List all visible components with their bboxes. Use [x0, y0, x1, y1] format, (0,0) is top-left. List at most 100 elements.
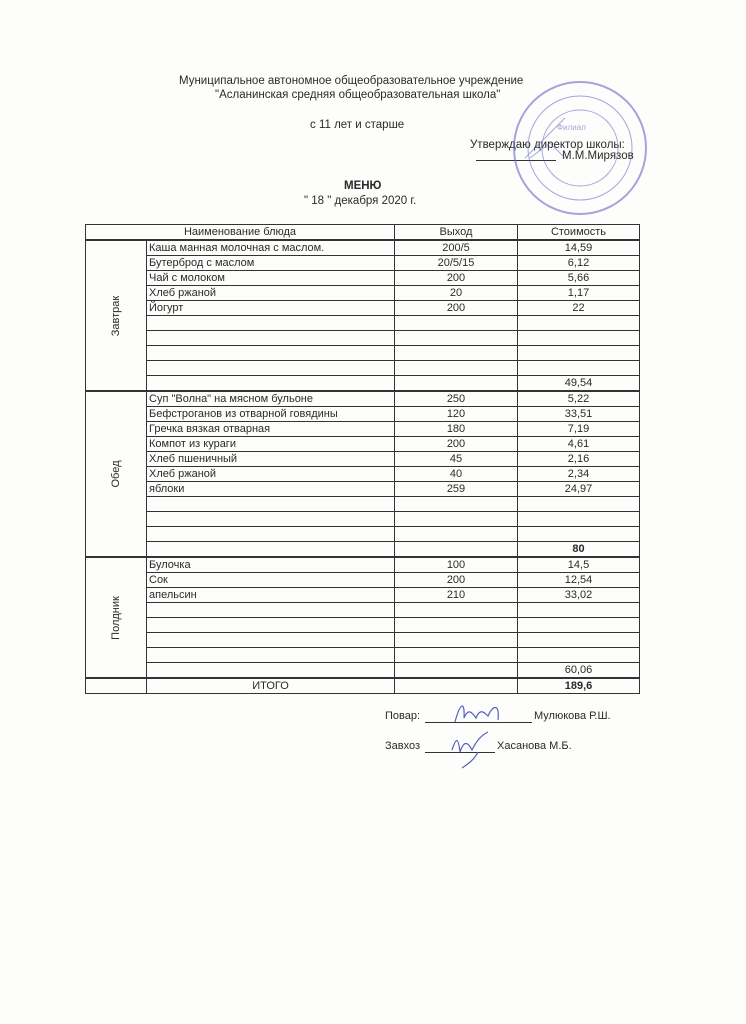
dish-output: 20 — [394, 285, 518, 301]
dish-output — [394, 526, 518, 542]
table-row: Йогурт 200 22 — [86, 300, 640, 316]
dish-output — [394, 511, 518, 527]
dish-output — [394, 360, 518, 376]
total-output-cell — [394, 677, 518, 694]
dish-cost — [517, 511, 640, 527]
subtotal-empty-output — [394, 375, 518, 392]
dish-output: 45 — [394, 451, 518, 467]
dish-cost: 2,34 — [517, 466, 640, 482]
dish-cost: 1,17 — [517, 285, 640, 301]
table-row — [86, 632, 640, 648]
stamp-text: Филиал — [557, 123, 586, 132]
dish-cost — [517, 496, 640, 512]
dish-name — [146, 330, 395, 346]
dish-name: Гречка вязкая отварная — [146, 421, 395, 437]
dish-output — [394, 647, 518, 663]
dish-output: 200/5 — [394, 239, 518, 256]
dish-name — [146, 602, 395, 618]
table-row — [86, 647, 640, 663]
dish-output — [394, 496, 518, 512]
dish-cost: 7,19 — [517, 421, 640, 437]
dish-cost: 24,97 — [517, 481, 640, 497]
dish-cost — [517, 632, 640, 648]
column-header-cost: Стоимость — [517, 224, 640, 241]
dish-output — [394, 632, 518, 648]
dish-name: Чай с молоком — [146, 270, 395, 286]
section-subtotal: 80 — [517, 541, 640, 558]
table-row: Компот из кураги 200 4,61 — [86, 436, 640, 452]
table-row — [86, 511, 640, 527]
subtotal-empty-name — [146, 541, 395, 558]
dish-name: Йогурт — [146, 300, 395, 316]
dish-output — [394, 330, 518, 346]
table-row: Бефстроганов из отварной говядины 120 33,5… — [86, 406, 640, 422]
dish-output — [394, 315, 518, 331]
supply-label: Завхоз — [385, 740, 421, 752]
dish-name — [146, 315, 395, 331]
dish-name: апельсин — [146, 587, 395, 603]
column-header-output: Выход — [394, 224, 518, 241]
dish-output: 20/5/15 — [394, 255, 518, 271]
dish-output: 259 — [394, 481, 518, 497]
org-line-2: "Асланинская средняя общеобразовательная… — [215, 89, 501, 101]
table-row: яблоки 259 24,97 — [86, 481, 640, 497]
school-stamp: Филиал — [513, 81, 647, 215]
dish-name: Суп "Волна" на мясном бульоне — [146, 390, 395, 407]
cook-signature-line — [425, 722, 532, 723]
subtotal-empty-name — [146, 662, 395, 679]
table-header-row: Наименование блюда Выход Стоимость — [85, 224, 640, 241]
table-row — [86, 526, 640, 542]
dish-cost: 33,02 — [517, 587, 640, 603]
table-row: Полдник Булочка 100 14,5 — [85, 556, 640, 679]
dish-cost — [517, 345, 640, 361]
supply-name: Хасанова М.Б. — [497, 740, 572, 752]
table-row — [86, 360, 640, 376]
dish-name — [146, 647, 395, 663]
dish-cost: 33,51 — [517, 406, 640, 422]
dish-name: яблоки — [146, 481, 395, 497]
subtotal-empty-output — [394, 541, 518, 558]
dish-name: Компот из кураги — [146, 436, 395, 452]
column-header-name: Наименование блюда — [85, 224, 395, 241]
dish-cost — [517, 647, 640, 663]
dish-name: Бутерброд с маслом — [146, 255, 395, 271]
section-label: Завтрак — [110, 295, 122, 336]
dish-name — [146, 617, 395, 633]
table-row: Сок 200 12,54 — [86, 572, 640, 588]
dish-cost — [517, 617, 640, 633]
dish-output: 200 — [394, 436, 518, 452]
dish-name — [146, 496, 395, 512]
table-row — [86, 315, 640, 331]
table-row — [86, 330, 640, 346]
dish-output — [394, 602, 518, 618]
dish-name — [146, 526, 395, 542]
dish-name — [146, 511, 395, 527]
total-label: ИТОГО — [146, 677, 395, 694]
dish-cost — [517, 360, 640, 376]
dish-cost: 4,61 — [517, 436, 640, 452]
total-row: ИТОГО 189,6 — [85, 677, 640, 694]
table-row: апельсин 210 33,02 — [86, 587, 640, 603]
dish-output: 250 — [394, 390, 518, 407]
dish-cost — [517, 330, 640, 346]
dish-name — [146, 345, 395, 361]
cook-name: Мулюкова Р.Ш. — [534, 710, 611, 722]
table-row — [86, 617, 640, 633]
table-row: Хлеб ржаной 40 2,34 — [86, 466, 640, 482]
dish-name: Сок — [146, 572, 395, 588]
dish-name: Булочка — [146, 556, 395, 573]
dish-output — [394, 345, 518, 361]
dish-output: 200 — [394, 300, 518, 316]
dish-name: Хлеб пшеничный — [146, 451, 395, 467]
subtotal-row: 60,06 — [86, 662, 640, 679]
subtotal-empty-output — [394, 662, 518, 679]
total-value: 189,6 — [517, 677, 640, 694]
cook-label: Повар: — [385, 710, 421, 722]
table-row: Завтрак Каша манная молочная с маслом. 200… — [85, 239, 640, 392]
subtotal-row: 80 — [86, 541, 640, 558]
dish-cost: 14,59 — [517, 239, 640, 256]
table-row: Чай с молоком 200 5,66 — [86, 270, 640, 286]
dish-cost: 6,12 — [517, 255, 640, 271]
dish-output: 180 — [394, 421, 518, 437]
table-row: Гречка вязкая отварная 180 7,19 — [86, 421, 640, 437]
